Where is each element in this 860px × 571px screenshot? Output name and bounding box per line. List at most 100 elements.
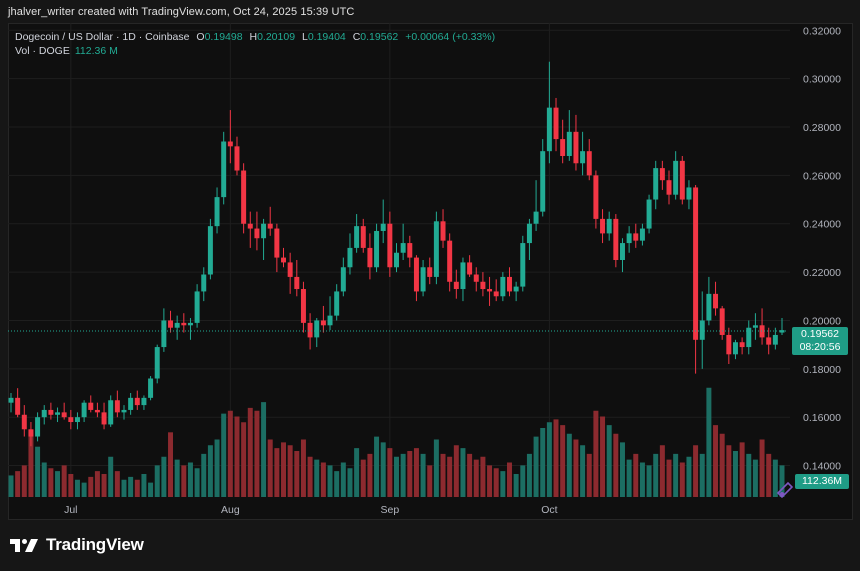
candle-body (300, 289, 306, 323)
volume-bar (287, 445, 293, 497)
volume-bar (320, 462, 326, 497)
candle-body (194, 291, 200, 323)
volume-bar (254, 410, 260, 497)
high-value: 0.20109 (257, 31, 296, 43)
candle-body (174, 322, 180, 328)
candle-body (686, 187, 692, 200)
volume-bar (161, 456, 167, 497)
volume-bar (68, 474, 74, 497)
last-price-value: 0.19562 (801, 328, 839, 340)
volume-bar (214, 439, 220, 497)
volume-bar (347, 468, 353, 497)
candle-body (161, 320, 167, 348)
volume-bar (400, 453, 406, 497)
legend-ohlc: Dogecoin / US Dollar · 1D · Coinbase O0.… (15, 31, 495, 43)
close-label: C (352, 31, 361, 43)
candle-body (221, 141, 227, 198)
volume-bar (294, 451, 300, 497)
volume-bar (307, 456, 313, 497)
candle-body (241, 170, 247, 224)
candle-body (739, 342, 745, 348)
volume-bar (746, 453, 752, 497)
candle-body (560, 139, 566, 157)
symbol-name[interactable]: Dogecoin / US Dollar · 1D · Coinbase (15, 31, 190, 43)
candle-body (334, 291, 340, 316)
candle-body (580, 151, 586, 164)
candle-body (141, 397, 147, 406)
tradingview-wordmark: TradingView (46, 535, 144, 554)
volume-bar (148, 482, 154, 497)
volume-bar (613, 433, 619, 497)
candle-body (394, 252, 399, 268)
volume-bar (752, 459, 758, 497)
volume-bar (15, 471, 21, 497)
candle-body (61, 412, 67, 418)
candle-body (128, 397, 134, 410)
candle-body (48, 409, 54, 415)
candle-body (500, 276, 506, 297)
chart-grid (8, 23, 790, 497)
price-tick-label: 0.26000 (803, 170, 841, 182)
candle-body (360, 226, 366, 248)
high-label: H (249, 31, 258, 43)
candle-body (207, 226, 213, 275)
tradingview-logo[interactable]: TradingView (10, 535, 144, 555)
volume-bar (593, 410, 599, 497)
candle-body (400, 243, 406, 253)
candle-body (613, 218, 619, 260)
volume-bar (493, 468, 499, 497)
price-tick-label: 0.18000 (803, 364, 841, 376)
volume-bar (666, 459, 672, 497)
volume-bar (739, 442, 745, 497)
candle-body (600, 218, 606, 234)
price-tick-label: 0.24000 (803, 219, 841, 231)
low-value: 0.19404 (307, 31, 346, 43)
candle-body (506, 276, 512, 292)
candle-body (487, 289, 493, 292)
volume-bar (181, 465, 187, 497)
volume-bar (626, 459, 632, 497)
candle-body (15, 397, 21, 415)
candle-body (606, 218, 612, 234)
candle-body (752, 325, 758, 328)
candle-body (187, 322, 193, 326)
low-label: L (301, 31, 308, 43)
volume-bar (367, 453, 373, 497)
candle-body (626, 233, 632, 244)
price-chart[interactable]: 0.32000 0.30000 0.28000 0.26000 0.24000 0.220… (8, 23, 853, 520)
volume-bar (586, 453, 592, 497)
candle-body (526, 223, 532, 244)
volume-bar (600, 416, 606, 497)
candle-body (653, 168, 659, 200)
volume-bar (526, 453, 532, 497)
volume-bar (267, 439, 273, 497)
candle-body (287, 262, 293, 277)
volume-bar (8, 475, 14, 497)
candle-body (480, 281, 486, 290)
time-axis: Jul Aug Sep Oct (64, 504, 558, 516)
volume-bar (473, 459, 479, 497)
last-price-tag: 0.19562 08:20:56 (792, 327, 848, 355)
volume-bar (553, 419, 559, 497)
volume-bar (633, 453, 639, 497)
candle-body (586, 151, 592, 176)
volume-bar (207, 445, 213, 497)
volume-bar (719, 433, 725, 497)
candle-body (247, 223, 253, 229)
price-tick-label: 0.16000 (803, 412, 841, 424)
candle-body (706, 293, 712, 321)
candle-body (546, 107, 552, 152)
candle-body (41, 409, 47, 418)
candle-body (81, 402, 87, 418)
volume-bar (108, 456, 114, 497)
candle-body (447, 240, 453, 282)
candle-body (772, 334, 778, 345)
candle-body (181, 322, 187, 326)
volume-bar (646, 465, 652, 497)
candle-body (327, 315, 333, 326)
candle-body (154, 347, 160, 379)
volume-label[interactable]: Vol · DOGE (15, 45, 70, 57)
candle-body (101, 412, 107, 425)
candle-body (593, 175, 599, 219)
candle-body (234, 146, 240, 171)
